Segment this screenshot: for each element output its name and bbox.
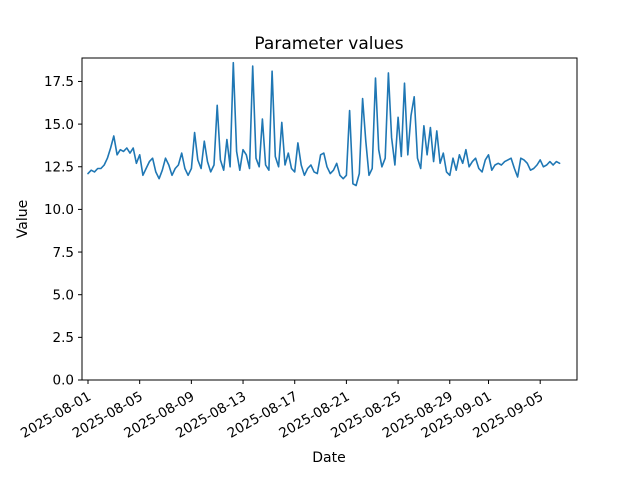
x-axis-label: Date bbox=[312, 450, 345, 466]
chart-title: Parameter values bbox=[254, 34, 403, 54]
y-tick-label: 15.0 bbox=[44, 117, 74, 133]
y-tick-label: 12.5 bbox=[44, 159, 74, 175]
y-tick-label: 17.5 bbox=[44, 74, 74, 90]
y-tick-label: 0.0 bbox=[53, 373, 74, 389]
data-line-series bbox=[87, 61, 561, 187]
y-tick-label: 10.0 bbox=[44, 202, 74, 218]
axes-frame bbox=[81, 57, 578, 381]
y-tick-label: 5.0 bbox=[53, 287, 74, 303]
y-tick-label: 7.5 bbox=[53, 245, 74, 261]
plot-area bbox=[82, 58, 577, 380]
y-axis-label: Value bbox=[15, 200, 31, 238]
y-tick-label: 2.5 bbox=[53, 330, 74, 346]
